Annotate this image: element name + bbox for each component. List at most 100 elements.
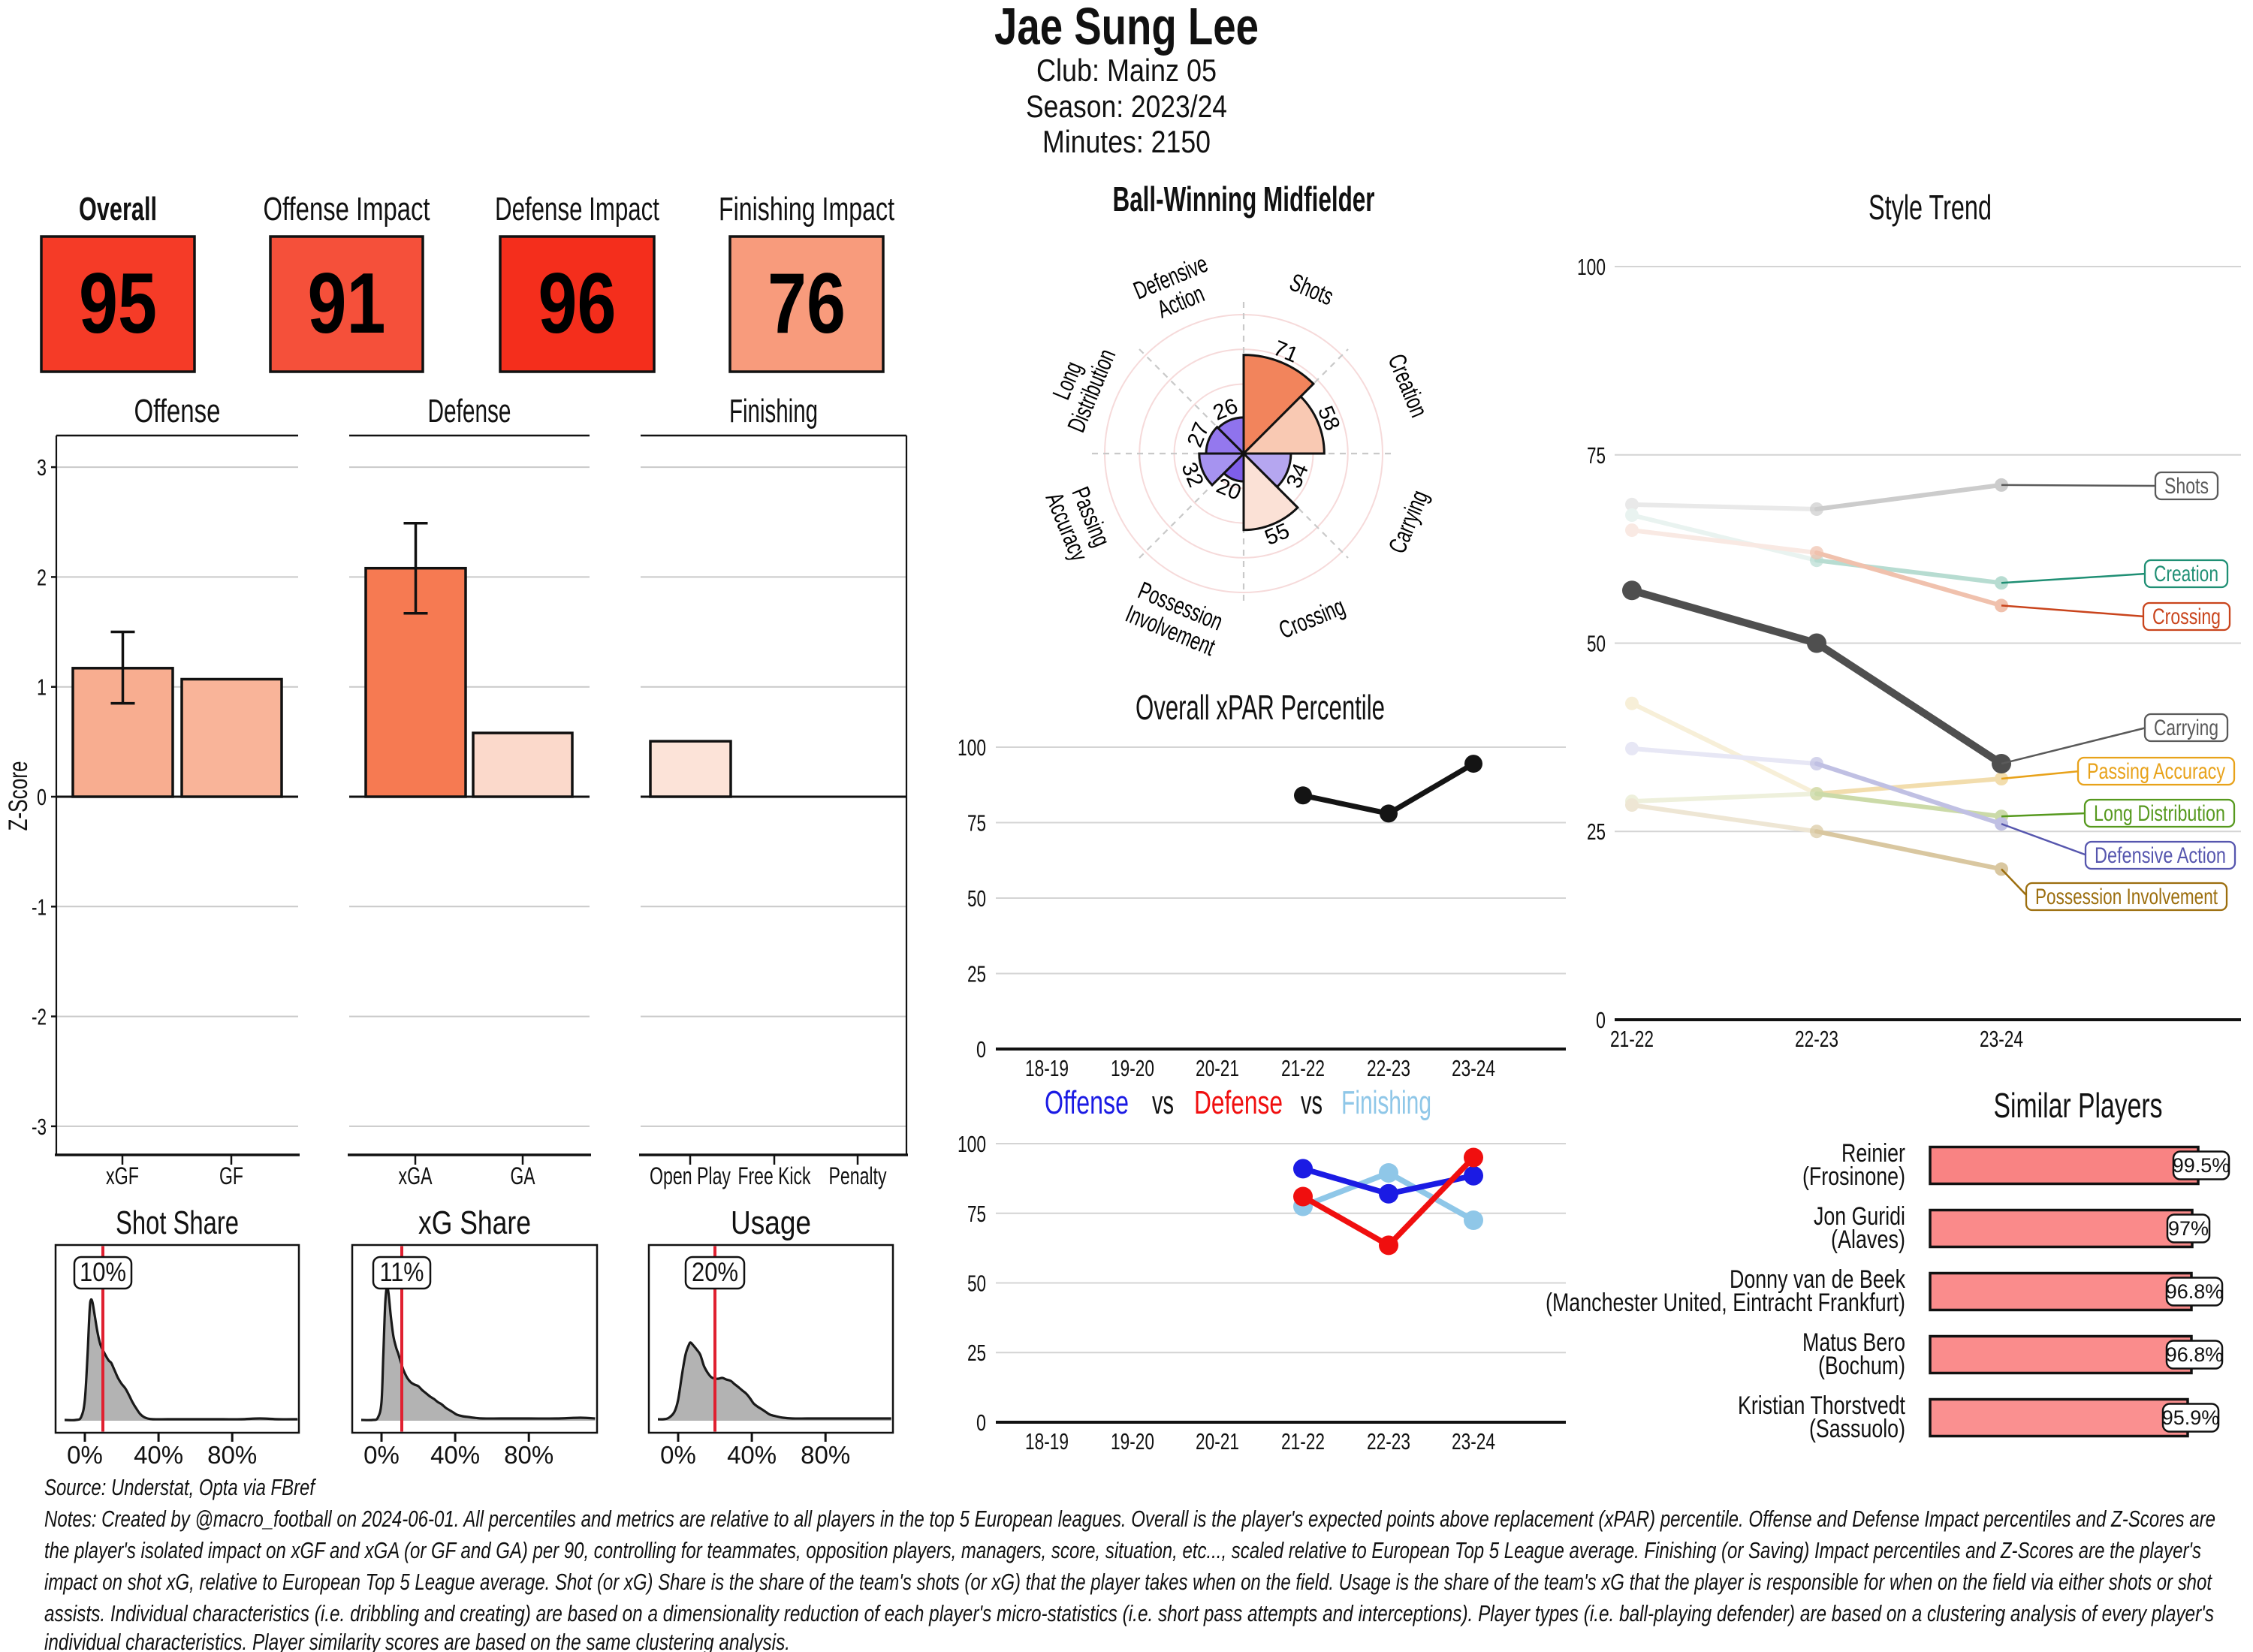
svg-text:0%: 0% [67,1441,103,1469]
svg-text:(Sassuolo): (Sassuolo) [1809,1415,1905,1443]
svg-text:50: 50 [1587,631,1606,657]
svg-text:0: 0 [976,1036,986,1063]
svg-text:23-24: 23-24 [1452,1055,1495,1081]
svg-text:23-24: 23-24 [1980,1026,2023,1052]
svg-text:Notes: Created by @macro_footb: Notes: Created by @macro_football on 202… [44,1506,2215,1532]
svg-text:11%: 11% [380,1258,424,1287]
svg-text:96.8%: 96.8% [2166,1280,2224,1303]
svg-text:50: 50 [967,885,986,912]
svg-text:(Manchester United, Eintracht: (Manchester United, Eintracht Frankfurt) [1546,1289,1905,1317]
svg-text:Offense: Offense [1045,1084,1129,1121]
svg-text:Source: Understat, Opta via FB: Source: Understat, Opta via FBref [44,1474,317,1500]
svg-text:Similar Players: Similar Players [1994,1086,2163,1125]
svg-text:Open Play: Open Play [650,1162,731,1189]
svg-text:Reinier: Reinier [1841,1139,1905,1168]
svg-text:Z-Score: Z-Score [4,761,33,831]
svg-text:xGA: xGA [399,1162,433,1189]
svg-text:75: 75 [967,1201,986,1227]
svg-text:3: 3 [37,454,47,481]
svg-text:22-23: 22-23 [1795,1026,1838,1052]
svg-text:-1: -1 [32,894,47,920]
svg-text:Matus Bero: Matus Bero [1802,1328,1905,1357]
svg-text:Season: 2023/24: Season: 2023/24 [1026,89,1227,124]
svg-text:18-19: 18-19 [1025,1055,1069,1081]
svg-text:(Alaves): (Alaves) [1831,1225,1905,1254]
svg-text:19-20: 19-20 [1111,1428,1154,1455]
svg-text:20%: 20% [692,1258,738,1287]
svg-text:0%: 0% [363,1441,400,1469]
svg-text:impact on shot xG, relative to: impact on shot xG, relative to European … [44,1569,2212,1595]
svg-text:95.9%: 95.9% [2162,1406,2220,1429]
svg-text:Defensive Action: Defensive Action [2095,843,2226,868]
svg-text:vs: vs [1301,1084,1323,1121]
svg-text:Ball-Winning Midfielder: Ball-Winning Midfielder [1113,179,1375,219]
svg-text:Finishing Impact: Finishing Impact [719,191,894,228]
svg-text:Finishing: Finishing [1341,1084,1431,1121]
svg-text:22-23: 22-23 [1367,1055,1410,1081]
svg-text:100: 100 [1577,254,1606,280]
svg-text:76: 76 [768,256,846,351]
svg-text:0: 0 [1596,1007,1606,1033]
svg-text:100: 100 [958,1131,986,1157]
svg-text:80%: 80% [504,1441,553,1469]
svg-text:Passing Accuracy: Passing Accuracy [2087,759,2225,784]
svg-text:Overall xPAR Percentile: Overall xPAR Percentile [1136,688,1385,727]
svg-text:Possession Involvement: Possession Involvement [2035,885,2218,909]
svg-text:Usage: Usage [731,1204,811,1241]
svg-text:-3: -3 [32,1114,47,1140]
svg-text:Creation: Creation [2154,562,2218,586]
svg-text:vs: vs [1152,1084,1174,1121]
svg-text:40%: 40% [134,1441,183,1469]
svg-text:21-22: 21-22 [1281,1428,1325,1455]
svg-text:-2: -2 [32,1004,47,1030]
svg-text:75: 75 [967,810,986,837]
svg-text:Minutes: 2150: Minutes: 2150 [1042,124,1211,159]
svg-text:20-21: 20-21 [1196,1055,1239,1081]
svg-text:19-20: 19-20 [1111,1055,1154,1081]
svg-text:Shot Share: Shot Share [116,1204,239,1241]
svg-text:0: 0 [976,1409,986,1436]
svg-text:Overall: Overall [79,191,157,228]
svg-text:the player's isolated impact o: the player's isolated impact on xGF and … [44,1537,2201,1563]
svg-text:21-22: 21-22 [1610,1026,1654,1052]
svg-text:80%: 80% [801,1441,850,1469]
svg-text:Donny van de Beek: Donny van de Beek [1730,1265,1906,1294]
svg-text:25: 25 [1587,818,1606,845]
svg-text:40%: 40% [727,1441,777,1469]
svg-text:91: 91 [308,256,386,351]
svg-text:22-23: 22-23 [1367,1428,1410,1455]
svg-text:0%: 0% [660,1441,696,1469]
svg-text:Crossing: Crossing [2152,604,2221,629]
svg-text:99.5%: 99.5% [2173,1154,2230,1177]
svg-text:95: 95 [79,256,157,351]
svg-text:Club: Mainz 05: Club: Mainz 05 [1036,53,1217,88]
svg-text:21-22: 21-22 [1281,1055,1325,1081]
svg-text:20-21: 20-21 [1196,1428,1239,1455]
svg-text:0: 0 [37,784,47,810]
svg-text:Carrying: Carrying [2154,716,2218,740]
svg-text:80%: 80% [207,1441,257,1469]
svg-text:97%: 97% [2168,1217,2209,1240]
svg-text:23-24: 23-24 [1452,1428,1495,1455]
svg-text:25: 25 [967,1340,986,1366]
svg-text:Offense: Offense [134,393,221,430]
svg-text:Kristian Thorstvedt: Kristian Thorstvedt [1738,1391,1905,1420]
svg-text:Free Kick: Free Kick [738,1162,812,1189]
svg-text:Jae Sung Lee: Jae Sung Lee [994,0,1259,56]
svg-text:xG Share: xG Share [418,1204,531,1241]
svg-text:25: 25 [967,961,986,987]
svg-text:(Frosinone): (Frosinone) [1802,1162,1905,1191]
svg-text:xGF: xGF [106,1162,139,1189]
svg-text:75: 75 [1587,442,1606,469]
svg-text:96: 96 [538,256,617,351]
svg-text:18-19: 18-19 [1025,1428,1069,1455]
svg-text:100: 100 [958,734,986,761]
svg-text:40%: 40% [430,1441,480,1469]
svg-text:Long Distribution: Long Distribution [2094,801,2225,826]
svg-text:96.8%: 96.8% [2166,1343,2224,1366]
svg-text:GF: GF [219,1162,243,1189]
svg-text:Shots: Shots [2164,474,2209,499]
svg-text:50: 50 [967,1271,986,1297]
svg-text:(Bochum): (Bochum) [1818,1352,1905,1380]
svg-text:Jon Guridi: Jon Guridi [1814,1202,1905,1231]
